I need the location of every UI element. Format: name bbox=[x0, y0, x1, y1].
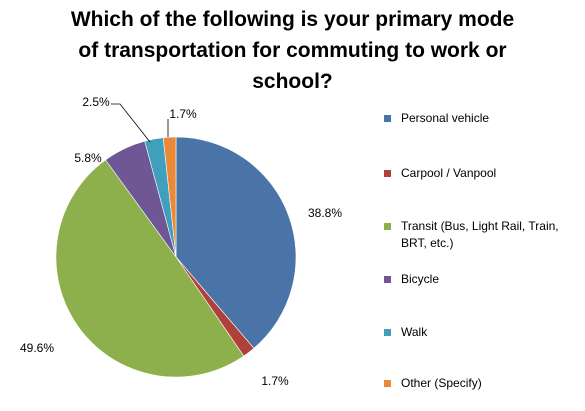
legend-swatch bbox=[384, 223, 391, 230]
legend-item: Other (Specify) bbox=[384, 375, 580, 392]
legend-label: Other (Specify) bbox=[401, 376, 482, 390]
chart-title-line-2: of transportation for commuting to work … bbox=[78, 39, 507, 62]
legend-label: Personal vehicle bbox=[401, 111, 490, 125]
leader-line-5 bbox=[111, 103, 151, 143]
legend-swatch bbox=[384, 170, 391, 177]
legend-label: Bicycle bbox=[401, 272, 440, 286]
legend-item: Personal vehicle bbox=[384, 110, 580, 127]
chart-title-line-1: Which of the following is your primary m… bbox=[70, 8, 515, 31]
data-label-2: 1.7% bbox=[261, 374, 289, 388]
chart-title: Which of the following is your primary m… bbox=[0, 4, 585, 97]
legend-item: Walk bbox=[384, 324, 580, 341]
legend-label: Walk bbox=[401, 325, 428, 339]
data-label-5: 2.5% bbox=[82, 95, 110, 109]
legend-label: Carpool / Vanpool bbox=[401, 166, 497, 180]
pie-slice-1 bbox=[175, 136, 297, 349]
data-label-4: 5.8% bbox=[74, 151, 102, 165]
legend-item: Bicycle bbox=[384, 271, 580, 288]
pie-slice-3 bbox=[55, 159, 245, 378]
legend-swatch bbox=[384, 115, 391, 122]
legend-label: Transit (Bus, Light Rail, Train, BRT, et… bbox=[401, 219, 559, 250]
legend-item: Carpool / Vanpool bbox=[384, 165, 580, 182]
legend-item: Transit (Bus, Light Rail, Train, BRT, et… bbox=[384, 218, 580, 252]
data-label-1: 38.8% bbox=[308, 206, 342, 220]
legend-swatch bbox=[384, 329, 391, 336]
data-label-3: 49.6% bbox=[20, 341, 54, 355]
pie-slice-6 bbox=[162, 136, 177, 258]
chart-title-line-3: school? bbox=[252, 70, 333, 93]
legend-swatch bbox=[384, 380, 391, 387]
data-label-6: 1.7% bbox=[169, 107, 197, 121]
legend-swatch bbox=[384, 276, 391, 283]
